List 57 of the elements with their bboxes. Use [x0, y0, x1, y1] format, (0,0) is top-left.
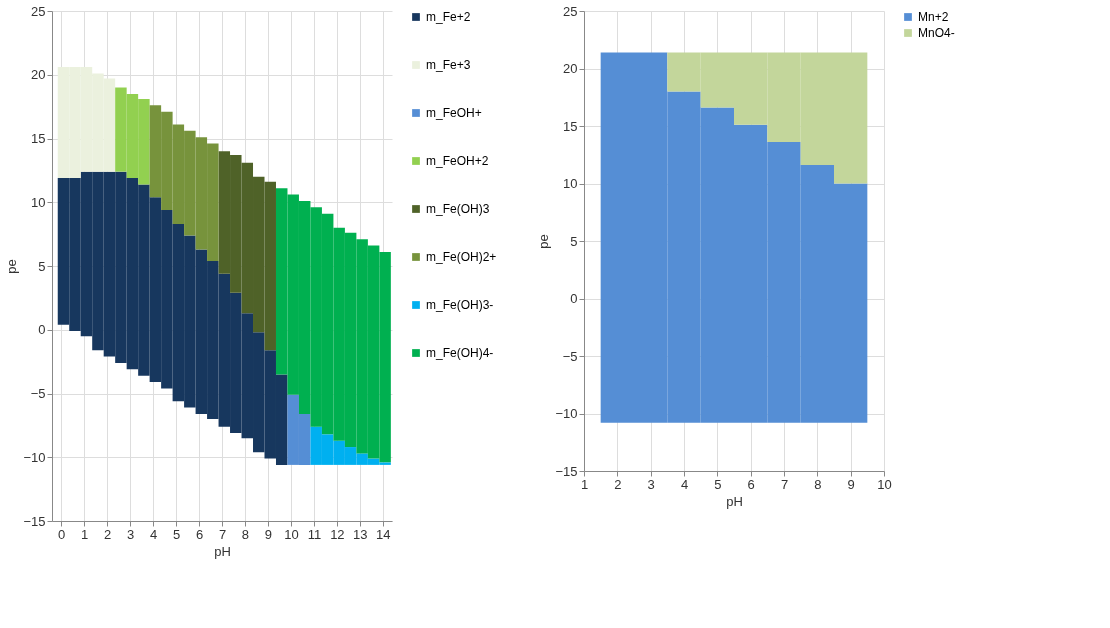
- x-tick-label: 8: [814, 476, 822, 492]
- x-tick-label: 7: [218, 526, 227, 542]
- legend-label: Mn+2: [918, 10, 949, 24]
- y-tick-label: 5: [38, 258, 46, 274]
- y-tick-label: 10: [563, 176, 578, 191]
- x-tick-label: 1: [81, 526, 89, 542]
- y-tick-label: −5: [562, 348, 578, 364]
- x-tick-label: 12: [330, 526, 345, 542]
- x-tick-label: 9: [264, 526, 273, 542]
- legend-label: m_Fe(OH)4-: [426, 346, 494, 360]
- x-tick-label: 5: [714, 476, 722, 492]
- y-tick-label: −15: [555, 463, 578, 479]
- x-tick-label: 2: [104, 526, 112, 542]
- y-tick-label: 10: [31, 194, 46, 210]
- y-tick-label: 5: [570, 233, 578, 249]
- y-tick-label: 15: [563, 118, 578, 134]
- y-tick-label: −15: [23, 513, 46, 529]
- x-tick-label: 10: [284, 526, 299, 542]
- x-tick-label: 6: [195, 526, 204, 542]
- x-tick-label: 8: [241, 526, 250, 542]
- legend-label: m_FeOH+2: [426, 154, 489, 168]
- y-tick-label: −10: [555, 406, 578, 421]
- y-tick-label: 25: [563, 3, 578, 19]
- y-tick-label: 15: [31, 131, 46, 146]
- y-tick-label: −5: [30, 386, 46, 401]
- x-tick-label: 11: [307, 526, 322, 542]
- x-tick-label: 3: [647, 476, 655, 492]
- y-axis-title: pe: [536, 234, 552, 249]
- x-tick-label: 1: [580, 476, 589, 492]
- y-tick-label: 0: [570, 291, 578, 306]
- y-tick-label: −10: [23, 449, 46, 465]
- legend-label: m_Fe(OH)2+: [426, 250, 497, 264]
- legend-label: m_Fe+3: [426, 58, 471, 72]
- x-tick-label: 3: [126, 526, 135, 542]
- x-axis-title: pH: [214, 543, 231, 559]
- legend-label: m_Fe+2: [426, 10, 471, 24]
- legend-label: MnO4-: [918, 26, 955, 40]
- x-tick-label: 10: [877, 476, 892, 492]
- x-tick-label: 9: [847, 476, 855, 492]
- x-tick-label: 14: [376, 526, 391, 542]
- y-tick-label: 20: [31, 67, 46, 83]
- x-tick-label: 6: [747, 476, 755, 492]
- x-tick-label: 4: [149, 526, 158, 542]
- x-tick-label: 2: [614, 476, 622, 492]
- x-tick-label: 5: [172, 526, 181, 542]
- y-axis-title: pe: [4, 259, 20, 274]
- legend-label: m_Fe(OH)3-: [426, 298, 494, 312]
- x-tick-label: 7: [780, 476, 789, 492]
- x-tick-label: 0: [58, 526, 66, 542]
- y-tick-label: 0: [38, 322, 46, 338]
- x-axis-title: pH: [726, 493, 743, 509]
- x-tick-label: 4: [680, 476, 689, 492]
- legend-label: m_Fe(OH)3: [426, 202, 490, 216]
- y-tick-label: 20: [563, 61, 578, 76]
- y-tick-label: 25: [31, 3, 46, 19]
- legend-label: m_FeOH+: [426, 106, 482, 120]
- x-tick-label: 13: [353, 526, 368, 542]
